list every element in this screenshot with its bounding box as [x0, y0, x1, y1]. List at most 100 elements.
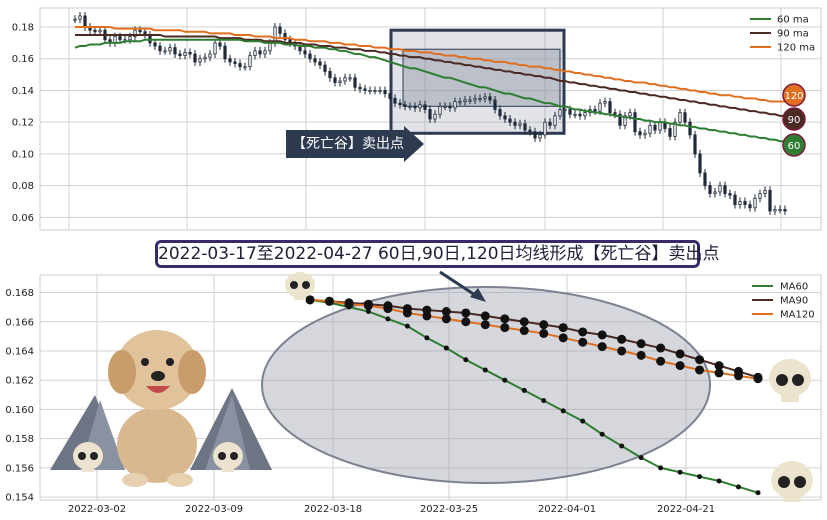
series-point [441, 307, 451, 317]
candle-body [78, 15, 82, 20]
top-y-tick-label: 0.12 [12, 118, 34, 129]
series-point [363, 301, 373, 311]
top-y-tick-label: 0.14 [12, 86, 34, 97]
candle-body [683, 112, 687, 123]
series-point [558, 323, 568, 333]
series-point [734, 371, 744, 381]
candle-body [733, 194, 737, 206]
candle-body [318, 61, 322, 66]
candle-body [393, 97, 397, 104]
legend-label: 90 ma [777, 29, 809, 40]
candle-body [353, 77, 357, 88]
top-legend: 60 ma 90 ma 120 ma [750, 15, 815, 54]
series-point [519, 317, 529, 327]
series-point [558, 333, 568, 343]
bottom-x-tick-label: 2022-03-02 [68, 504, 126, 515]
candle-body [193, 53, 197, 63]
bottom-x-tick-label: 2022-03-18 [304, 504, 362, 515]
candle-body [553, 115, 557, 126]
ma60-line [74, 38, 785, 143]
series-point [716, 478, 722, 484]
series-point [656, 356, 666, 366]
candle-body [518, 123, 522, 126]
series-point [461, 308, 471, 318]
candle-body [233, 61, 237, 64]
series-point [365, 309, 371, 315]
candle-body [418, 104, 422, 109]
candle-body [153, 42, 157, 47]
candle-body [338, 80, 342, 83]
candle-body [773, 208, 777, 212]
candle-body [678, 112, 682, 123]
candle-body [543, 121, 547, 136]
series-point [443, 345, 449, 351]
series-point [539, 328, 549, 338]
bottom-y-tick-label: 0.164 [5, 346, 34, 357]
candle-body [383, 90, 387, 95]
candle-body [493, 99, 497, 110]
series-point [578, 337, 588, 347]
moving-averages [74, 26, 785, 143]
candle-body [258, 50, 262, 55]
candle-body [563, 109, 567, 112]
series-point [656, 343, 666, 353]
candle-body [228, 58, 232, 63]
candle-body [413, 105, 417, 109]
bottom-y-tick-label: 0.154 [5, 493, 34, 504]
series-point [521, 387, 527, 393]
bottom-x-tick-label: 2022-03-09 [185, 504, 243, 515]
candle-body [368, 90, 372, 93]
ma90-line [75, 33, 785, 117]
candle-body [453, 101, 457, 109]
candle-body [333, 77, 337, 83]
candle-body [218, 42, 222, 47]
ma-badge [782, 107, 806, 131]
candle-body [633, 112, 637, 133]
series-point [677, 469, 683, 475]
ma-badge-label: 60 [788, 141, 801, 152]
series-point [658, 465, 664, 471]
top-y-tick-label: 0.08 [12, 181, 34, 192]
series-point [580, 418, 586, 424]
candle-body [328, 71, 332, 79]
candle-body [548, 121, 552, 126]
series-point [736, 484, 742, 490]
series-point [441, 314, 451, 324]
candle-body [248, 55, 252, 68]
candle-body [83, 15, 87, 28]
candle-body [343, 77, 347, 82]
candle-body [203, 56, 207, 60]
series-point [324, 296, 334, 306]
sell-point-arrow [286, 126, 424, 162]
candle-body [363, 88, 367, 91]
candle-body [198, 58, 202, 63]
candle-body [613, 112, 617, 115]
ma-end-badges: 120 90 60 [782, 83, 806, 157]
top-y-tick-label: 0.10 [12, 149, 34, 160]
candle-body [608, 101, 612, 114]
bottom-y-axis: 0.154 0.156 0.158 0.160 0.162 0.164 0.166 0.168 [5, 288, 34, 504]
candle-body [598, 102, 602, 112]
candle-body [463, 99, 467, 102]
series-point [619, 443, 625, 449]
legend-label: MA90 [780, 296, 808, 307]
candle-body [513, 121, 517, 126]
decoration [50, 272, 813, 502]
series-point [636, 339, 646, 349]
candle-body [753, 197, 757, 209]
candle-body [668, 128, 672, 137]
candle-body [778, 208, 782, 211]
ma-series [305, 295, 763, 496]
candle-body [373, 90, 377, 93]
candle-body [243, 66, 247, 69]
candle-body [238, 63, 242, 68]
series-point [480, 320, 490, 330]
candle-body [578, 113, 582, 117]
dog-icon [108, 330, 206, 487]
pointer-arrow-head [470, 288, 486, 302]
series-point [422, 311, 432, 321]
top-y-tick-label: 0.06 [12, 213, 34, 224]
candle-body [313, 58, 317, 63]
candle-body [208, 53, 212, 58]
